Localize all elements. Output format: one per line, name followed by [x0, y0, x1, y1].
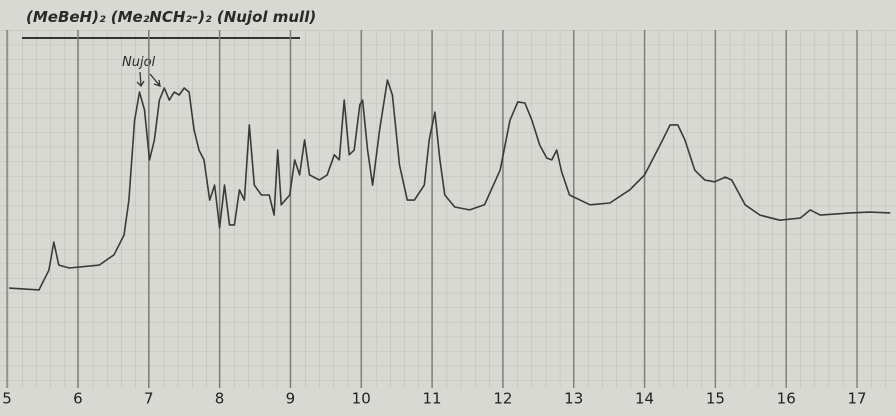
x-tick-label: 14	[635, 390, 654, 408]
graph-paper	[0, 30, 896, 388]
annotation: Nujol	[122, 55, 156, 70]
x-tick-label: 8	[215, 390, 225, 408]
x-tick-label: 13	[564, 390, 583, 408]
spectrum-line	[9, 79, 891, 291]
x-tick-label: 17	[847, 390, 866, 408]
x-tick-label: 10	[352, 390, 371, 408]
chart-title: (MeBeH)₂ (Me₂NCH₂-)₂ (Nujol mull)	[26, 8, 316, 26]
x-tick-label: 16	[777, 390, 796, 408]
x-tick-label: 5	[2, 390, 12, 408]
x-tick-label: 6	[73, 390, 83, 408]
x-tick-label: 12	[493, 390, 512, 408]
x-tick-label: 11	[423, 390, 442, 408]
x-tick-label: 15	[706, 390, 725, 408]
annotation-arrows	[136, 71, 161, 88]
x-tick-label: 9	[286, 390, 296, 408]
x-tick-label: 7	[144, 390, 154, 408]
